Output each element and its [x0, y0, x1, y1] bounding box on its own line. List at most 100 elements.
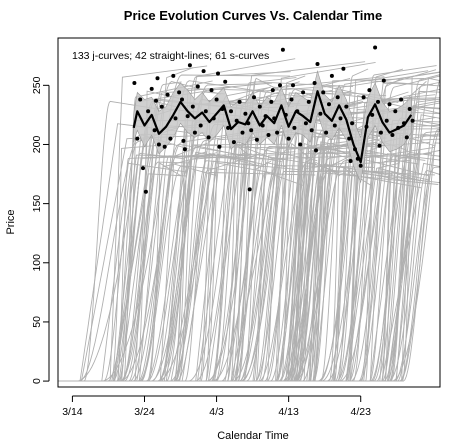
y-tick-label: 100 [31, 254, 43, 272]
price-curve [293, 166, 375, 382]
price-point [211, 116, 216, 121]
chart-title: Price Evolution Curves Vs. Calendar Time [124, 8, 382, 23]
price-point [243, 111, 248, 116]
price-point [223, 79, 228, 84]
price-point [381, 78, 386, 83]
price-point [185, 114, 190, 119]
price-curve [365, 74, 440, 382]
price-point [324, 130, 329, 135]
price-point [404, 135, 409, 140]
price-point [286, 136, 291, 141]
price-point [247, 187, 252, 192]
price-point [237, 99, 242, 104]
price-point [173, 116, 178, 121]
price-point [138, 97, 143, 102]
price-point [209, 88, 214, 93]
price-point [376, 99, 380, 104]
price-point [266, 133, 271, 137]
price-curve [184, 132, 311, 382]
price-point [187, 63, 192, 68]
mean-line [132, 90, 413, 164]
price-curve [374, 138, 440, 382]
price-curve [216, 160, 272, 382]
price-point [303, 121, 308, 126]
price-curve [234, 141, 378, 382]
price-curve [339, 102, 440, 382]
price-point [270, 88, 275, 93]
price-curve [236, 170, 392, 382]
price-curve [179, 153, 265, 382]
price-point [220, 107, 225, 111]
price-point [315, 62, 320, 66]
price-curve [96, 152, 185, 382]
price-point [181, 138, 186, 143]
x-tick-label: 4/13 [278, 406, 299, 418]
price-point [177, 90, 182, 95]
price-point [135, 136, 140, 141]
price-point [269, 99, 274, 104]
price-point [252, 95, 256, 100]
price-curve [237, 144, 331, 382]
price-curve [271, 163, 385, 382]
price-curve [297, 79, 440, 382]
price-point [373, 45, 378, 50]
price-point [364, 124, 369, 129]
price-point [198, 123, 203, 128]
price-point [275, 130, 280, 135]
price-point [280, 47, 285, 52]
x-axis-label: Calendar Time [217, 430, 289, 442]
price-curve [96, 107, 178, 382]
price-point [141, 166, 145, 171]
price-curve [58, 154, 236, 382]
price-point [216, 71, 220, 76]
price-curves [58, 58, 440, 382]
price-curve [272, 160, 335, 382]
price-point [180, 97, 184, 102]
price-point [195, 84, 200, 89]
price-point [314, 148, 318, 153]
y-tick-label: 150 [31, 195, 43, 213]
price-curve [266, 113, 339, 382]
price-point [240, 130, 245, 135]
price-curve [95, 153, 216, 382]
price-point [234, 118, 239, 123]
price-point [309, 128, 314, 133]
y-tick-label: 0 [31, 378, 43, 384]
price-curve [89, 143, 175, 382]
x-tick-label: 3/24 [134, 406, 155, 418]
price-curve [202, 143, 318, 382]
price-curve [367, 133, 440, 382]
price-curve [80, 162, 187, 382]
price-curve [212, 171, 304, 382]
price-curve [232, 162, 288, 382]
price-curve [92, 134, 189, 382]
price-curve [259, 142, 310, 382]
price-point [306, 99, 311, 104]
price-curve [373, 166, 440, 382]
plot-area [58, 45, 440, 382]
price-point [341, 66, 346, 71]
price-curve [127, 162, 182, 382]
price-point [321, 90, 326, 95]
price-curve [273, 133, 351, 382]
price-point [155, 76, 160, 81]
price-curve [62, 100, 156, 382]
price-curve [116, 143, 282, 382]
price-point [291, 83, 295, 88]
price-curve [325, 162, 400, 382]
price-curve [88, 65, 208, 382]
plot-frame [57, 37, 441, 388]
price-point [347, 136, 352, 141]
price-point [154, 98, 158, 103]
price-curve [268, 172, 439, 382]
price-point [384, 118, 389, 123]
band-area [133, 69, 412, 184]
price-point [295, 109, 300, 114]
price-point [231, 140, 236, 145]
price-point [348, 159, 353, 163]
price-point [217, 144, 222, 149]
price-curve [163, 153, 260, 382]
price-point [393, 109, 398, 114]
price-curve [221, 154, 317, 382]
price-point [338, 116, 343, 121]
